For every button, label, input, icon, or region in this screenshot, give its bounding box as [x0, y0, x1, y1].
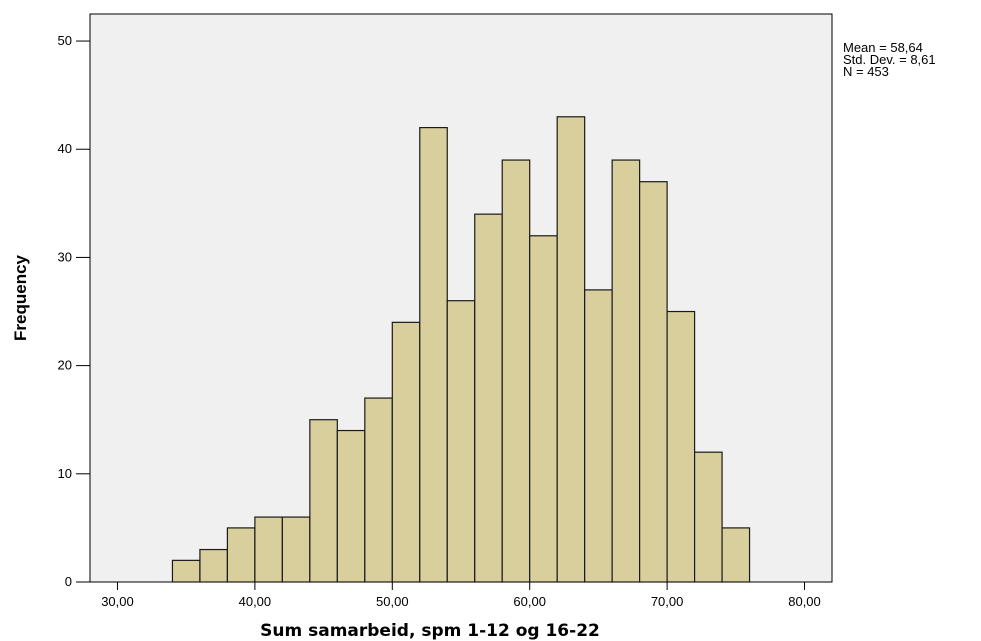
y-tick-label: 30 — [58, 249, 72, 264]
histogram-bar — [666, 310, 696, 583]
histogram-bar — [254, 516, 283, 583]
x-tick-label: 40,00 — [239, 594, 272, 609]
histogram-bar — [199, 548, 229, 583]
histogram-bar — [309, 419, 338, 583]
histogram-bar — [474, 213, 503, 583]
histogram-bar — [529, 235, 558, 583]
histogram-bar — [556, 116, 586, 583]
histogram-bar — [171, 559, 201, 583]
y-tick-label: 40 — [58, 141, 72, 156]
stats-std-dev: Std. Dev. = 8,61 — [843, 52, 936, 67]
x-tick-label: 50,00 — [376, 594, 409, 609]
x-axis: 30,00 40,00 50,00 60,00 70,00 80,00 — [101, 582, 821, 609]
stats-mean: Mean = 58,64 — [843, 40, 923, 55]
bars-group — [171, 116, 751, 583]
y-axis-title: Frequency — [11, 254, 30, 341]
histogram-bar — [391, 321, 421, 583]
histogram-bar — [336, 429, 366, 583]
histogram-bar — [364, 397, 393, 583]
x-axis-title: Sum samarbeid, spm 1-12 og 16-22 — [260, 621, 600, 641]
y-tick-label: 0 — [65, 574, 72, 589]
histogram-bar — [501, 159, 531, 583]
histogram-bar — [693, 451, 723, 583]
y-axis: 0 10 20 30 40 50 — [58, 33, 90, 589]
histogram-bar — [281, 516, 311, 583]
histogram-bar — [584, 289, 613, 583]
histogram-bar — [226, 527, 256, 583]
y-tick-label: 50 — [58, 33, 72, 48]
histogram-bar — [446, 300, 476, 583]
y-tick-label: 10 — [58, 466, 72, 481]
x-tick-label: 60,00 — [513, 594, 546, 609]
stats-n: N = 453 — [843, 64, 889, 79]
histogram-bar — [721, 527, 751, 583]
histogram-bar — [639, 181, 668, 583]
y-tick-label: 20 — [58, 358, 72, 373]
x-tick-label: 70,00 — [651, 594, 684, 609]
histogram-bar — [611, 159, 641, 583]
x-tick-label: 80,00 — [788, 594, 821, 609]
histogram-bar — [419, 126, 448, 583]
x-tick-label: 30,00 — [101, 594, 134, 609]
